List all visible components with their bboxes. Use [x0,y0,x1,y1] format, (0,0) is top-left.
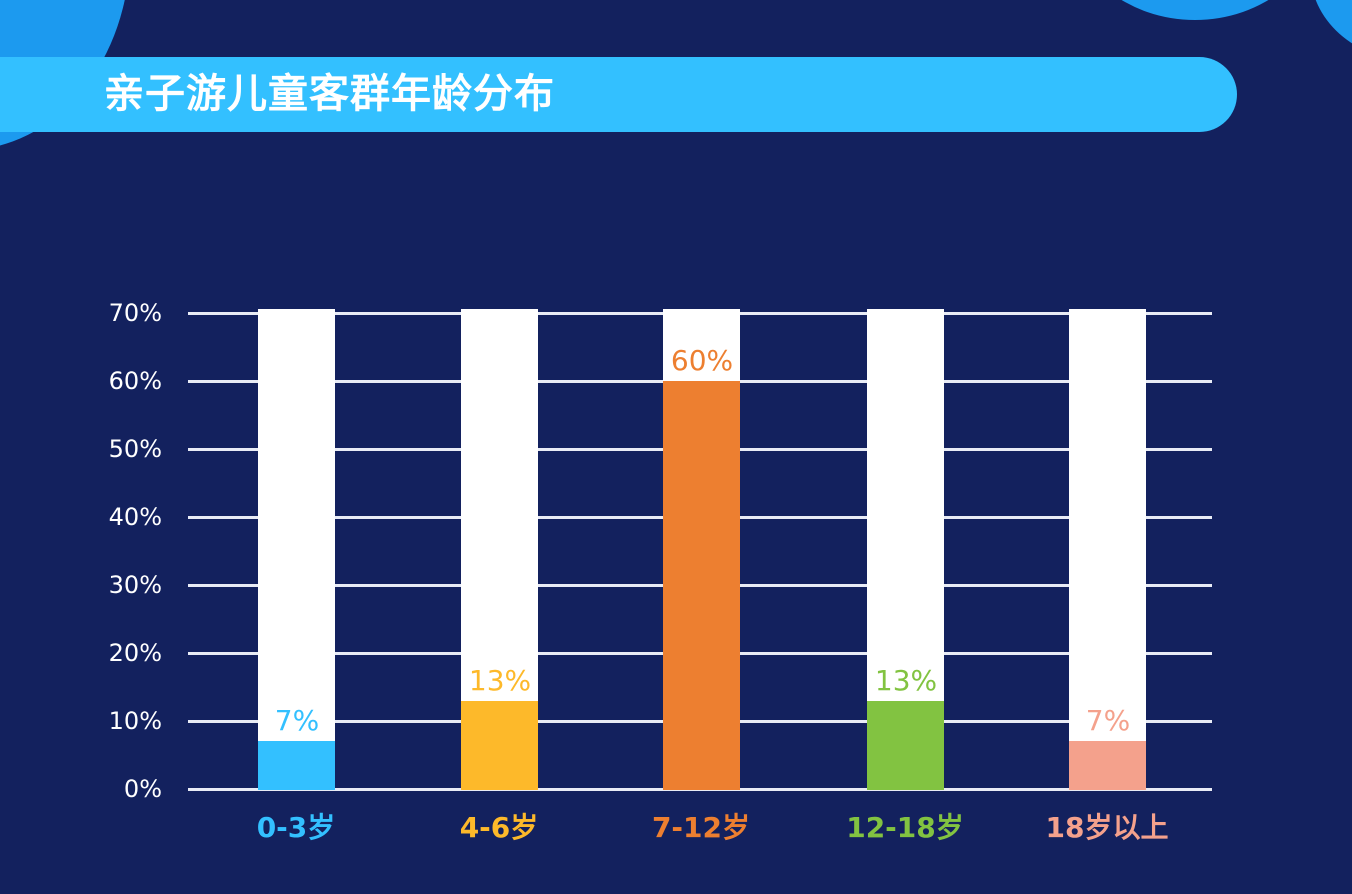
bar-3 [663,381,740,790]
x-tick-label: 18岁以上 [1045,811,1169,844]
bar-4 [867,700,944,790]
value-label: 13% [468,663,532,697]
x-tick-label: 7-12岁 [651,811,751,844]
bar-1 [258,741,335,790]
value-label: 7% [1085,704,1131,738]
y-tick-label: 70% [108,299,162,327]
y-tick-label: 10% [108,707,162,735]
value-label: 60% [670,344,734,377]
x-tick-label: 4-6岁 [459,811,539,844]
chart-title: 亲子游儿童客群年龄分布 [104,71,555,117]
y-tick-label: 50% [108,435,162,463]
bar-2 [461,700,538,790]
y-tick-label: 20% [108,639,162,667]
y-tick-label: 0% [123,775,162,803]
bar-track [1069,309,1146,790]
value-label: 7% [274,704,320,738]
bar-5 [1069,741,1146,790]
x-tick-label: 12-18岁 [846,811,964,844]
y-tick-label: 30% [108,571,162,599]
y-tick-label: 40% [108,503,162,531]
y-tick-label: 60% [108,367,162,395]
x-tick-label: 0-3岁 [256,811,336,844]
title-banner [0,57,1237,132]
bar-track [258,309,335,790]
value-label: 13% [874,663,938,697]
